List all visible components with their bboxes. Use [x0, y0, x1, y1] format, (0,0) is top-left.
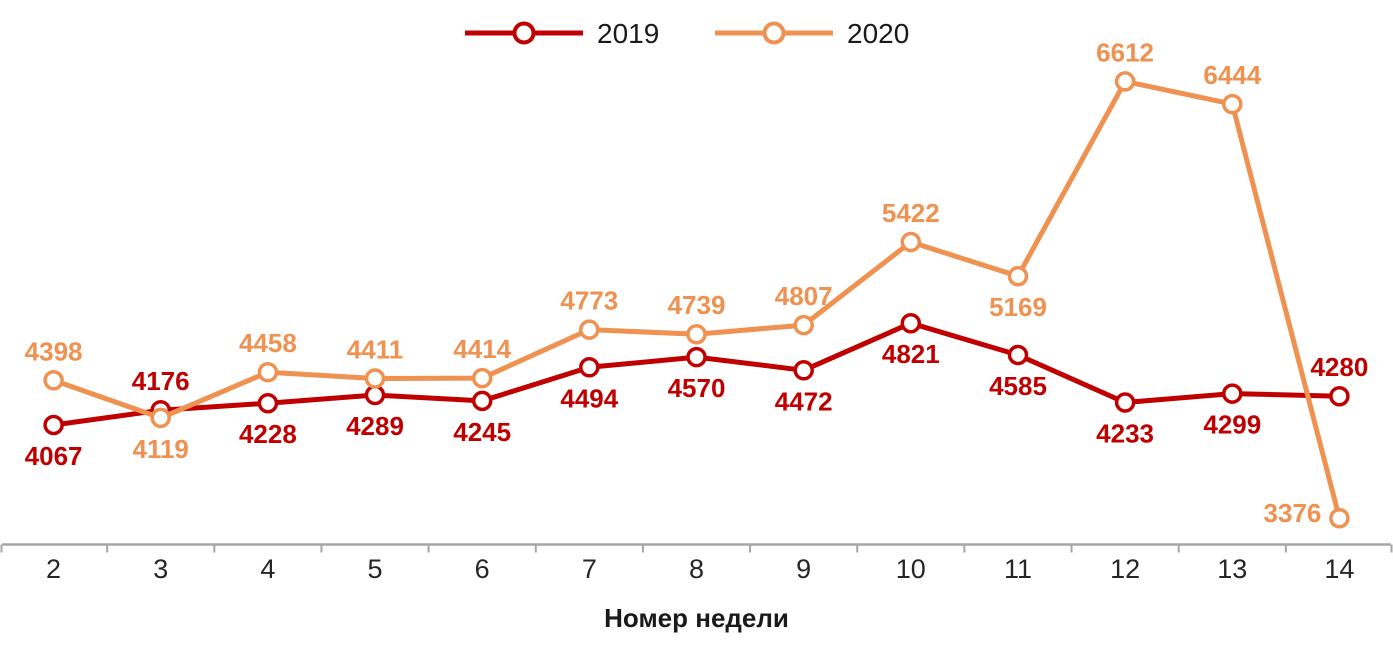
data-label: 4458	[239, 328, 297, 358]
legend-item-2019: 2019	[465, 18, 659, 49]
x-axis-title: Номер недели	[604, 603, 789, 633]
data-point-marker	[257, 392, 279, 414]
data-point-marker	[1007, 344, 1029, 366]
x-tick-label: 14	[1324, 554, 1354, 584]
data-label: 4299	[1203, 410, 1261, 440]
data-point-marker	[1329, 385, 1350, 407]
x-tick-label: 8	[689, 554, 704, 584]
x-tick-label: 2	[46, 554, 61, 584]
data-label: 4280	[1310, 352, 1368, 382]
data-point-marker	[579, 357, 600, 378]
legend: 2019 2020	[465, 18, 909, 49]
series-2020: 4398 4119 4458 4411 4414 4773 4739 4807 5422 5169…	[25, 37, 1350, 529]
data-point-marker	[900, 231, 922, 253]
data-label: 5422	[882, 198, 940, 228]
legend-label: 2020	[847, 18, 909, 49]
data-point-marker	[1114, 71, 1136, 92]
data-point-marker	[471, 390, 493, 412]
x-tick-label: 9	[796, 554, 811, 584]
data-point-marker	[686, 323, 707, 345]
data-point-marker	[579, 319, 600, 340]
data-point-marker	[43, 370, 64, 391]
data-point-marker	[364, 384, 386, 406]
data-label: 4398	[25, 336, 83, 366]
x-tick-label: 10	[896, 554, 926, 584]
x-tick-label: 12	[1110, 554, 1140, 584]
data-point-marker	[1222, 383, 1243, 404]
data-point-marker	[1114, 392, 1136, 413]
data-label: 4494	[560, 383, 618, 413]
data-label: 4245	[453, 417, 511, 447]
x-tick-label: 5	[368, 554, 383, 584]
data-label: 4570	[668, 373, 726, 403]
x-tick-label: 4	[260, 554, 275, 584]
data-point-marker	[793, 314, 814, 336]
x-tick-label: 11	[1004, 554, 1032, 584]
x-tick-label: 3	[153, 554, 168, 584]
data-label: 4176	[132, 366, 190, 396]
legend-marker-icon	[762, 21, 786, 45]
data-point-marker	[793, 360, 814, 381]
data-label: 4233	[1096, 419, 1154, 449]
data-point-marker	[1222, 93, 1243, 115]
data-point-marker	[1329, 507, 1350, 529]
legend-item-2020: 2020	[715, 18, 909, 49]
series-2019: 4067 4176 4228 4289 4245 4494 4570 4472 4821 4585…	[25, 312, 1368, 471]
data-point-marker	[1007, 265, 1029, 287]
data-label: 5169	[989, 292, 1047, 322]
data-point-marker	[471, 367, 493, 389]
data-label: 4228	[239, 419, 297, 449]
x-tick-label: 6	[475, 554, 490, 584]
data-label: 4739	[668, 290, 726, 320]
data-label: 4119	[132, 434, 188, 464]
data-label: 4821	[882, 339, 940, 369]
data-label: 4414	[453, 334, 511, 364]
data-point-marker	[257, 361, 279, 383]
x-tick-label: 7	[582, 554, 597, 584]
data-point-marker	[150, 407, 171, 429]
data-point-marker	[900, 312, 922, 334]
data-label: 4585	[989, 371, 1047, 401]
data-label: 4773	[560, 286, 618, 316]
data-label: 4411	[347, 335, 403, 365]
data-label: 4067	[25, 441, 83, 471]
data-label: 6444	[1203, 60, 1261, 90]
data-label: 4807	[775, 281, 833, 311]
data-label: 3376	[1264, 498, 1322, 528]
data-label: 4289	[346, 411, 404, 441]
x-tick-label: 13	[1217, 554, 1247, 584]
legend-marker-icon	[512, 21, 536, 45]
data-point-marker	[686, 346, 707, 368]
data-label: 4472	[775, 386, 833, 416]
legend-label: 2019	[597, 18, 659, 49]
data-point-marker	[43, 414, 64, 436]
data-point-marker	[364, 368, 386, 389]
data-label: 6612	[1096, 37, 1154, 67]
